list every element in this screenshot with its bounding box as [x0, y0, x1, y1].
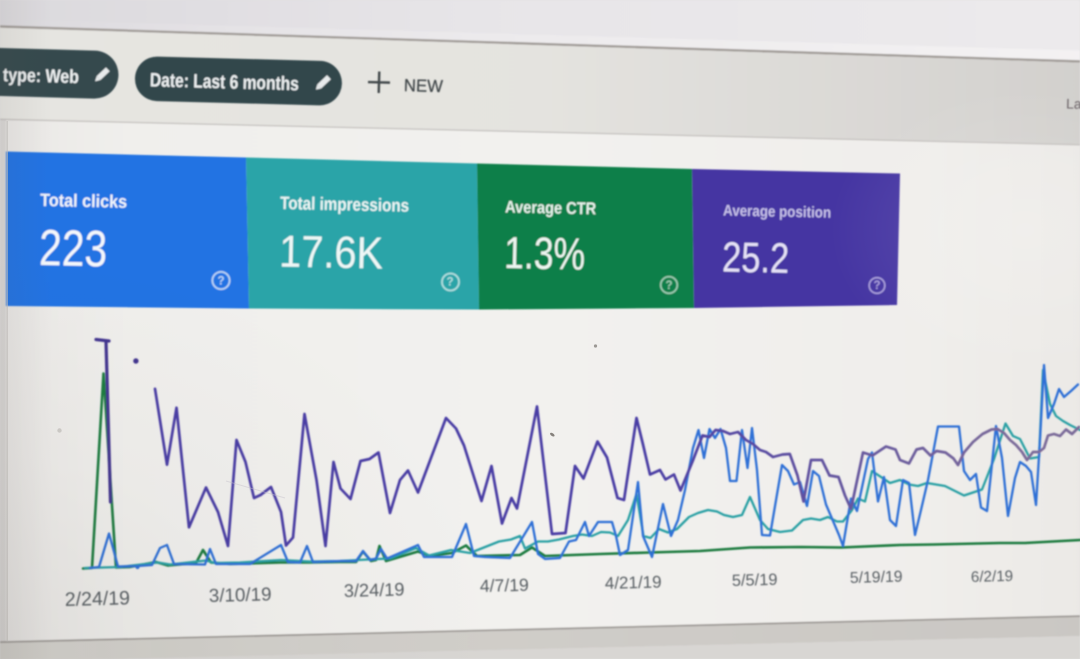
svg-text:5/5/19: 5/5/19: [732, 571, 778, 590]
svg-text:3/24/19: 3/24/19: [344, 579, 405, 601]
svg-text:25.2: 25.2: [722, 234, 790, 282]
svg-text:4/21/19: 4/21/19: [605, 573, 662, 593]
svg-text:Total clicks: Total clicks: [40, 190, 127, 212]
svg-text:1.3%: 1.3%: [504, 227, 586, 280]
svg-text:Total impressions: Total impressions: [280, 193, 409, 216]
svg-text:NEW: NEW: [404, 75, 444, 96]
svg-text:Date: Last 6 months: Date: Last 6 months: [150, 69, 300, 95]
svg-text:type: Web: type: Web: [3, 65, 80, 88]
svg-text:?: ?: [665, 280, 672, 292]
svg-text:17.6K: 17.6K: [279, 225, 384, 278]
svg-text:223: 223: [39, 219, 108, 277]
svg-text:Average position: Average position: [723, 203, 831, 222]
svg-text:?: ?: [446, 277, 453, 289]
svg-text:3/10/19: 3/10/19: [209, 583, 272, 606]
svg-text:?: ?: [873, 280, 880, 292]
svg-text:4/7/19: 4/7/19: [480, 575, 529, 596]
svg-text:5/19/19: 5/19/19: [850, 569, 903, 587]
svg-text:6/2/19: 6/2/19: [971, 568, 1014, 586]
svg-text:?: ?: [217, 276, 224, 288]
svg-text:Average CTR: Average CTR: [505, 198, 596, 219]
svg-text:La: La: [1066, 96, 1080, 112]
svg-text:2/24/19: 2/24/19: [65, 587, 131, 611]
